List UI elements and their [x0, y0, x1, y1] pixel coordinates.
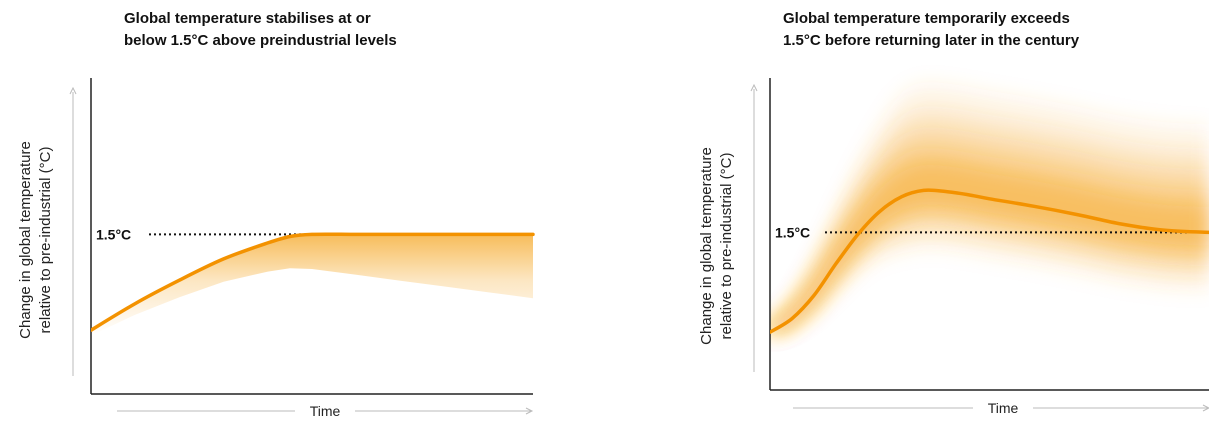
chart-panel-overshoot: Global temperature temporarily exceeds 1…	[680, 0, 1209, 434]
reference-line-label: 1.5°C	[96, 226, 131, 242]
uncertainty-band	[91, 234, 533, 336]
temperature-series-line	[91, 232, 535, 332]
y-direction-arrow	[69, 86, 77, 376]
chart-panel-stabilise: Global temperature stabilises at or belo…	[0, 0, 600, 434]
x-direction-arrow	[793, 404, 1209, 412]
x-direction-arrow	[117, 407, 534, 415]
uncertainty-band	[770, 81, 1209, 337]
temperature-series-line	[770, 188, 1209, 334]
x-axis-label: Time	[310, 403, 341, 419]
x-axis-label: Time	[988, 400, 1019, 416]
chart-plot-area: Time 1.5°C	[69, 78, 535, 419]
chart-plot-area: Time 1.5°C	[750, 78, 1209, 416]
chart-title: Global temperature temporarily exceeds 1…	[783, 10, 1080, 49]
chart-title: Global temperature stabilises at or belo…	[124, 10, 397, 49]
reference-line-label: 1.5°C	[775, 224, 810, 240]
y-direction-arrow	[750, 83, 758, 372]
